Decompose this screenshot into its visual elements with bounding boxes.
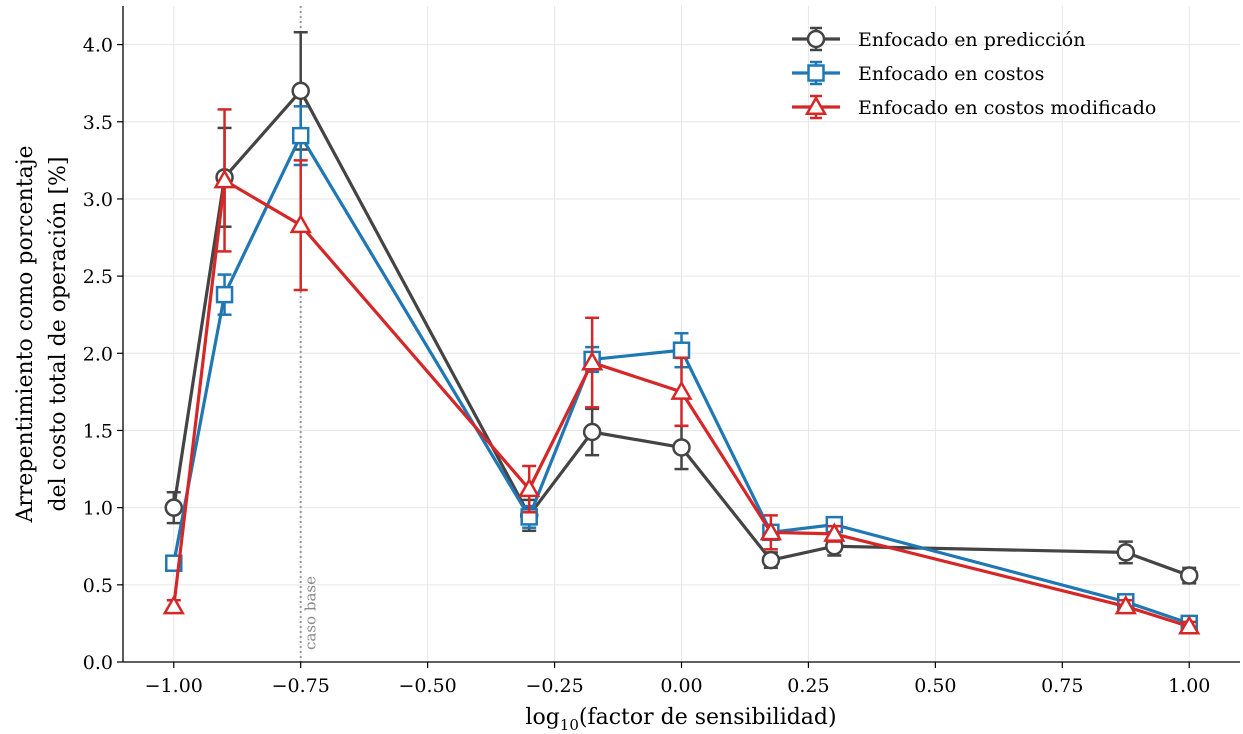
y-tick-label: 4.0 bbox=[83, 35, 113, 57]
y-tick-label: 1.0 bbox=[83, 498, 113, 520]
x-axis-label: log10(factor de sensibilidad) bbox=[525, 705, 836, 734]
y-tick-label: 1.5 bbox=[83, 420, 113, 442]
data-point bbox=[1178, 614, 1201, 635]
legend: Enfocado en predicción Enfocado en costos… bbox=[792, 26, 1156, 120]
data-point bbox=[582, 422, 602, 442]
x-tick-label: 0.50 bbox=[914, 675, 956, 697]
x-tick-label: 1.00 bbox=[1168, 675, 1210, 697]
reference-line-label: caso base bbox=[302, 576, 320, 650]
data-point bbox=[289, 213, 312, 234]
legend-label: Enfocado en costos bbox=[858, 63, 1044, 85]
data-point bbox=[213, 168, 236, 189]
series-line bbox=[172, 134, 1190, 625]
data-point bbox=[804, 95, 828, 115]
series-layer bbox=[162, 30, 1201, 635]
data-point bbox=[164, 498, 184, 517]
x-tick-label: 0.75 bbox=[1041, 675, 1083, 697]
data-point bbox=[823, 522, 846, 542]
legend-label: Enfocado en predicción bbox=[858, 29, 1085, 51]
x-tick-label: −0.75 bbox=[272, 675, 330, 697]
y-axis-label: Arrepentimiento como porcentaje del cost… bbox=[13, 145, 71, 523]
data-point bbox=[1114, 594, 1137, 615]
y-axis-label-line2: del costo total de operación [%] bbox=[46, 156, 71, 511]
series-line bbox=[172, 89, 1190, 578]
data-point bbox=[1116, 543, 1136, 562]
y-axis-label-line1: Arrepentimiento como porcentaje bbox=[13, 145, 38, 523]
x-tick-label: −1.00 bbox=[145, 675, 203, 697]
x-tick-label: 0.25 bbox=[787, 675, 829, 697]
series-3 bbox=[162, 108, 1201, 635]
legend-item-2: Enfocado en costos bbox=[792, 60, 1044, 86]
data-point bbox=[580, 351, 604, 371]
x-tick-label: −0.50 bbox=[399, 675, 457, 697]
legend-label: Enfocado en costos modificado bbox=[858, 97, 1156, 119]
y-tick-label: 0.5 bbox=[83, 575, 113, 597]
legend-item-3: Enfocado en costos modificado bbox=[792, 94, 1156, 120]
x-tick-label: 0.00 bbox=[660, 675, 702, 697]
legend-item-1: Enfocado en predicción bbox=[792, 26, 1085, 52]
data-point bbox=[162, 594, 185, 615]
data-point bbox=[672, 438, 691, 457]
x-tick-label: −0.25 bbox=[525, 675, 583, 697]
data-point bbox=[518, 477, 541, 498]
data-point bbox=[1179, 566, 1199, 585]
data-point bbox=[761, 550, 781, 570]
data-point bbox=[215, 285, 234, 304]
reference-line: caso base bbox=[299, 6, 320, 662]
y-tick-label: 3.5 bbox=[83, 112, 113, 134]
data-point bbox=[806, 29, 826, 49]
y-tick-label: 3.0 bbox=[83, 189, 113, 211]
data-point bbox=[807, 64, 825, 82]
data-point bbox=[291, 81, 310, 101]
series-line bbox=[172, 178, 1190, 629]
data-point bbox=[759, 520, 783, 541]
data-point bbox=[670, 380, 693, 400]
y-tick-label: 2.0 bbox=[83, 343, 113, 365]
y-tick-label: 0.0 bbox=[83, 652, 113, 674]
y-tick-label: 2.5 bbox=[83, 266, 113, 288]
data-point bbox=[291, 126, 310, 145]
axes: −1.00 −0.75 −0.50 −0.25 0.00 0.25 0.50 0.75 1.00… bbox=[83, 6, 1240, 697]
data-point bbox=[672, 341, 691, 359]
